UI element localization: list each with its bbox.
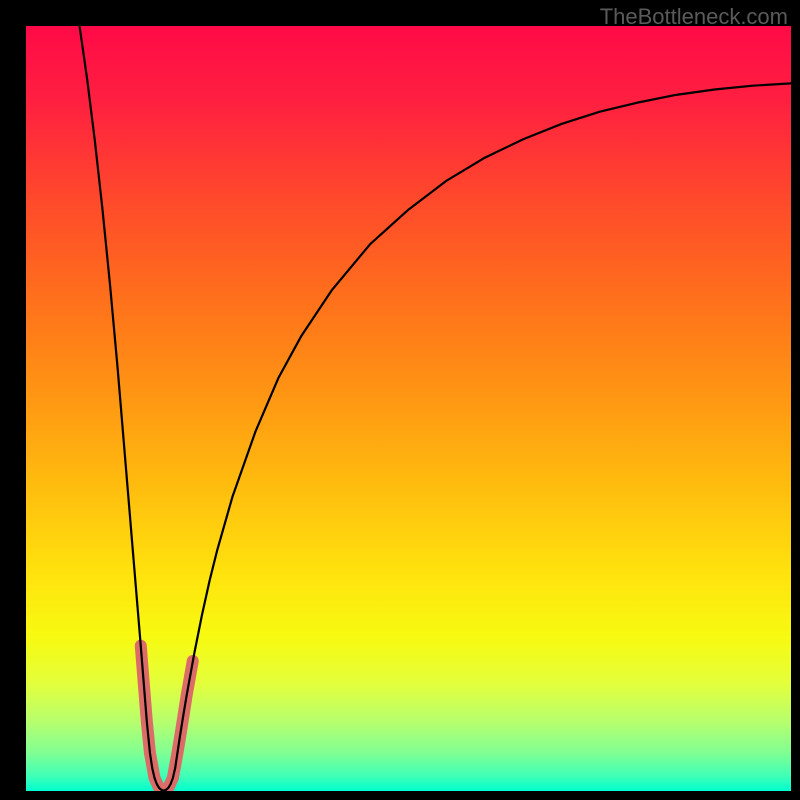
highlight-segment [141,646,193,791]
curve-layer [26,26,791,791]
chart-container: TheBottleneck.com [0,0,800,800]
watermark-text: TheBottleneck.com [600,4,788,30]
plot-area [26,26,791,791]
